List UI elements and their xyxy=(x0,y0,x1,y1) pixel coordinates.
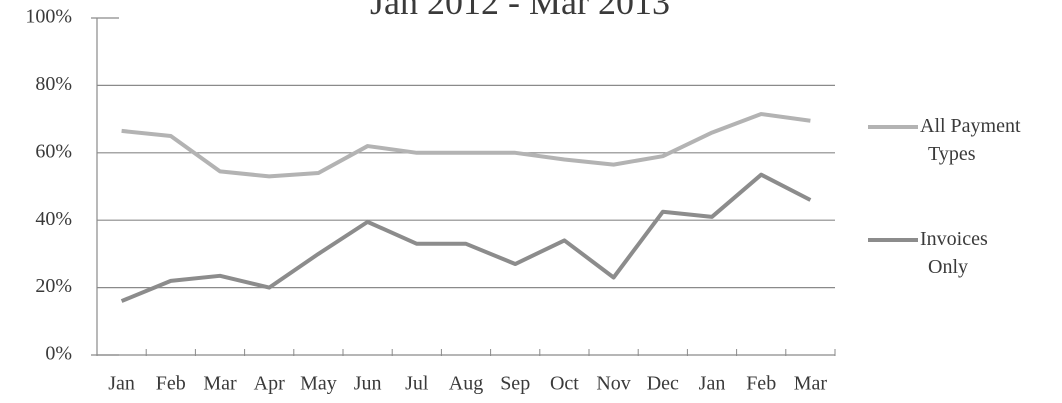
x-tick-label: Apr xyxy=(254,373,285,395)
x-tick-label: Feb xyxy=(156,373,186,395)
x-tick-label: Oct xyxy=(550,373,579,395)
x-tick-label: Dec xyxy=(647,373,679,395)
y-tick-label: 40% xyxy=(35,208,72,230)
x-tick-label: Jul xyxy=(405,373,429,395)
series-line xyxy=(121,112,811,179)
series-line xyxy=(120,172,812,303)
x-tick-label: Jan xyxy=(108,373,135,395)
x-tick-label: May xyxy=(300,373,337,395)
y-tick-label: 0% xyxy=(45,343,72,365)
x-tick-label: Mar xyxy=(203,373,237,395)
x-tick-label: Jun xyxy=(354,373,382,395)
y-tick-label: 60% xyxy=(35,140,72,162)
legend-label: Invoices Only xyxy=(920,228,988,278)
x-tick-label: Sep xyxy=(500,373,530,395)
y-tick-label: 80% xyxy=(35,73,72,95)
x-tick-label: Feb xyxy=(746,373,776,395)
chart-title: Jan 2012 - Mar 2013 xyxy=(370,0,670,22)
x-tick-label: Nov xyxy=(596,373,630,395)
x-tick-label: Mar xyxy=(794,373,828,395)
x-tick-label: Aug xyxy=(449,373,483,395)
x-tick-label: Jan xyxy=(699,373,726,395)
legend-label: All Payment Types xyxy=(920,115,1021,165)
y-tick-label: 20% xyxy=(35,275,72,297)
y-tick-label: 100% xyxy=(25,6,72,28)
